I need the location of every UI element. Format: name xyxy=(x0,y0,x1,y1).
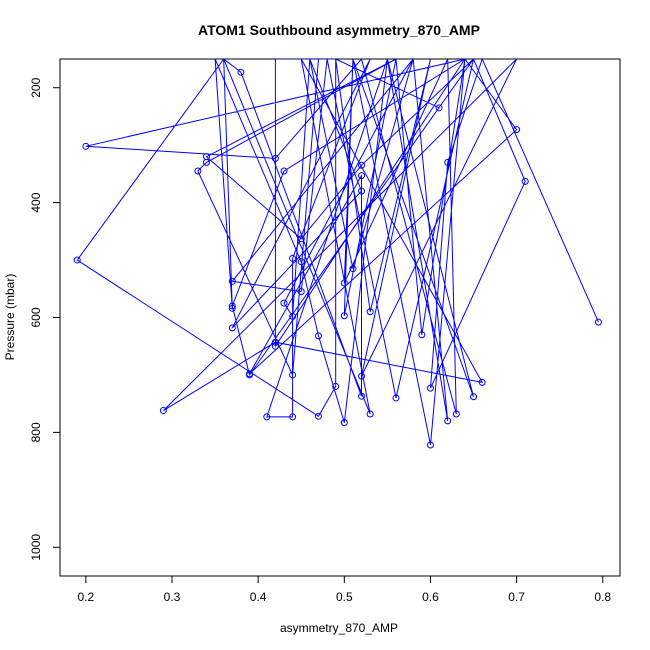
data-point xyxy=(358,172,366,180)
data-point xyxy=(444,158,452,166)
data-point xyxy=(73,256,81,264)
data-point xyxy=(289,254,297,262)
x-tick-label: 0.4 xyxy=(250,590,267,604)
x-tick-label: 0.3 xyxy=(164,590,181,604)
y-tick-label: 400 xyxy=(29,192,43,212)
data-point xyxy=(452,410,460,418)
x-tick-label: 0.5 xyxy=(336,590,353,604)
data-point xyxy=(418,331,426,339)
data-point xyxy=(297,235,305,243)
series-line xyxy=(76,59,599,446)
data-point xyxy=(228,304,236,312)
series-layer xyxy=(73,59,602,449)
y-tick-label: 600 xyxy=(29,307,43,327)
data-point xyxy=(426,441,434,449)
data-point xyxy=(594,318,602,326)
data-point xyxy=(271,338,279,346)
data-point xyxy=(280,299,288,307)
data-point xyxy=(289,413,297,421)
data-point xyxy=(392,394,400,402)
x-tick-label: 0.6 xyxy=(422,590,439,604)
data-point xyxy=(280,167,288,175)
x-tick-label: 0.8 xyxy=(594,590,611,604)
data-point xyxy=(271,154,279,162)
data-point xyxy=(521,177,529,185)
data-point xyxy=(340,279,348,287)
y-axis: 200 400 600 800 1000 xyxy=(29,77,61,561)
data-point xyxy=(332,382,340,390)
data-point xyxy=(228,324,236,332)
x-tick-label: 0.7 xyxy=(508,590,525,604)
data-point xyxy=(82,142,90,150)
data-point xyxy=(349,265,357,273)
data-point xyxy=(289,371,297,379)
x-axis-label: asymmetry_870_AMP xyxy=(280,621,398,635)
x-axis: 0.2 0.3 0.4 0.5 0.6 0.7 0.8 xyxy=(78,575,611,604)
data-point xyxy=(444,417,452,425)
data-point xyxy=(366,410,374,418)
data-point xyxy=(194,167,202,175)
y-tick-label: 800 xyxy=(29,422,43,442)
data-point xyxy=(289,312,297,320)
data-point xyxy=(159,407,167,415)
data-point xyxy=(435,104,443,112)
y-axis-label: Pressure (mbar) xyxy=(3,274,17,361)
data-point xyxy=(314,412,322,420)
data-point xyxy=(237,68,245,76)
data-point xyxy=(340,312,348,320)
data-point xyxy=(478,378,486,386)
data-point xyxy=(271,342,279,350)
y-tick-label: 1000 xyxy=(29,534,43,561)
data-point xyxy=(263,413,271,421)
data-point xyxy=(340,419,348,427)
data-point xyxy=(246,371,254,379)
data-point xyxy=(366,308,374,316)
data-point xyxy=(358,161,366,169)
data-point xyxy=(513,126,521,134)
data-point xyxy=(426,384,434,392)
data-point xyxy=(358,372,366,380)
data-point xyxy=(470,393,478,401)
chart-title: ATOM1 Southbound asymmetry_870_AMP xyxy=(198,22,480,38)
x-tick-label: 0.2 xyxy=(78,590,95,604)
data-point xyxy=(228,277,236,285)
data-point xyxy=(358,187,366,195)
y-tick-label: 200 xyxy=(29,77,43,97)
data-point xyxy=(228,302,236,310)
data-point xyxy=(202,153,210,161)
data-point xyxy=(358,392,366,400)
data-point xyxy=(297,258,305,266)
data-point xyxy=(297,288,305,296)
data-point xyxy=(314,332,322,340)
